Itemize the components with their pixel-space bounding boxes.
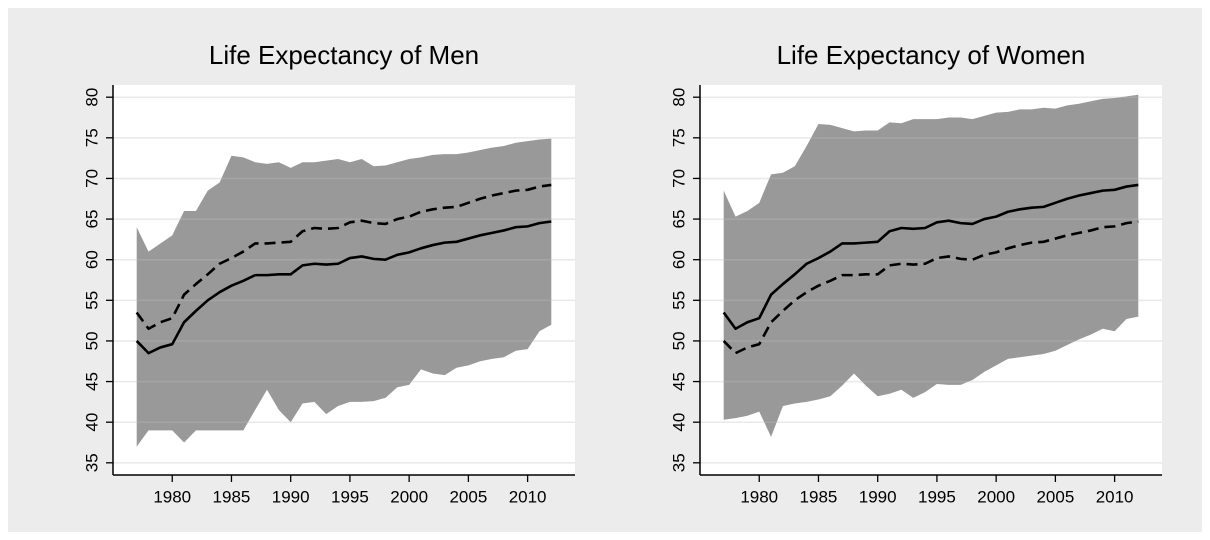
x-tick-label: 1980 <box>153 487 191 506</box>
y-tick-label: 35 <box>669 453 688 472</box>
y-tick-label: 80 <box>669 88 688 107</box>
x-tick-label: 1980 <box>740 487 778 506</box>
y-tick-label: 45 <box>669 372 688 391</box>
x-tick-label: 1985 <box>800 487 838 506</box>
y-tick-label: 70 <box>82 169 101 188</box>
x-tick-label: 2010 <box>1096 487 1134 506</box>
x-tick-label: 2005 <box>1036 487 1074 506</box>
y-tick-label: 40 <box>669 413 688 432</box>
dashed-line <box>135 183 552 331</box>
y-tick-label: 75 <box>82 128 101 147</box>
solid-line <box>135 220 552 355</box>
x-tick-label: 1990 <box>272 487 310 506</box>
y-tick-label: 65 <box>669 210 688 229</box>
x-tick-label: 1990 <box>859 487 897 506</box>
y-tick-label: 40 <box>82 413 101 432</box>
y-tick-label: 80 <box>82 88 101 107</box>
chart-title: Life Expectancy of Men <box>209 40 479 70</box>
y-tick-label: 65 <box>82 210 101 229</box>
dashed-line <box>722 220 1139 355</box>
x-tick-label: 1995 <box>918 487 956 506</box>
range-band <box>723 94 1139 437</box>
y-tick-label: 50 <box>82 331 101 350</box>
x-tick-label: 1995 <box>331 487 369 506</box>
x-tick-label: 2005 <box>449 487 487 506</box>
range-band <box>136 138 552 447</box>
y-tick-label: 50 <box>669 331 688 350</box>
solid-line <box>722 183 1139 331</box>
chart-title: Life Expectancy of Women <box>777 40 1086 70</box>
y-tick-label: 60 <box>669 250 688 269</box>
y-tick-label: 75 <box>669 128 688 147</box>
x-tick-label: 2000 <box>977 487 1015 506</box>
chart-panel: Life Expectancy of Men 35 40 45 50 55 60 65 70 75… <box>82 40 575 506</box>
y-tick-label: 45 <box>82 372 101 391</box>
y-tick-label: 60 <box>82 250 101 269</box>
x-tick-label: 2010 <box>509 487 547 506</box>
y-tick-label: 70 <box>669 169 688 188</box>
x-tick-label: 2000 <box>390 487 428 506</box>
x-tick-label: 1985 <box>213 487 251 506</box>
y-tick-label: 55 <box>82 291 101 310</box>
y-tick-label: 55 <box>669 291 688 310</box>
chart-panel: Life Expectancy of Women 35 40 45 50 55 60 65 70… <box>669 40 1162 506</box>
y-tick-label: 35 <box>82 453 101 472</box>
